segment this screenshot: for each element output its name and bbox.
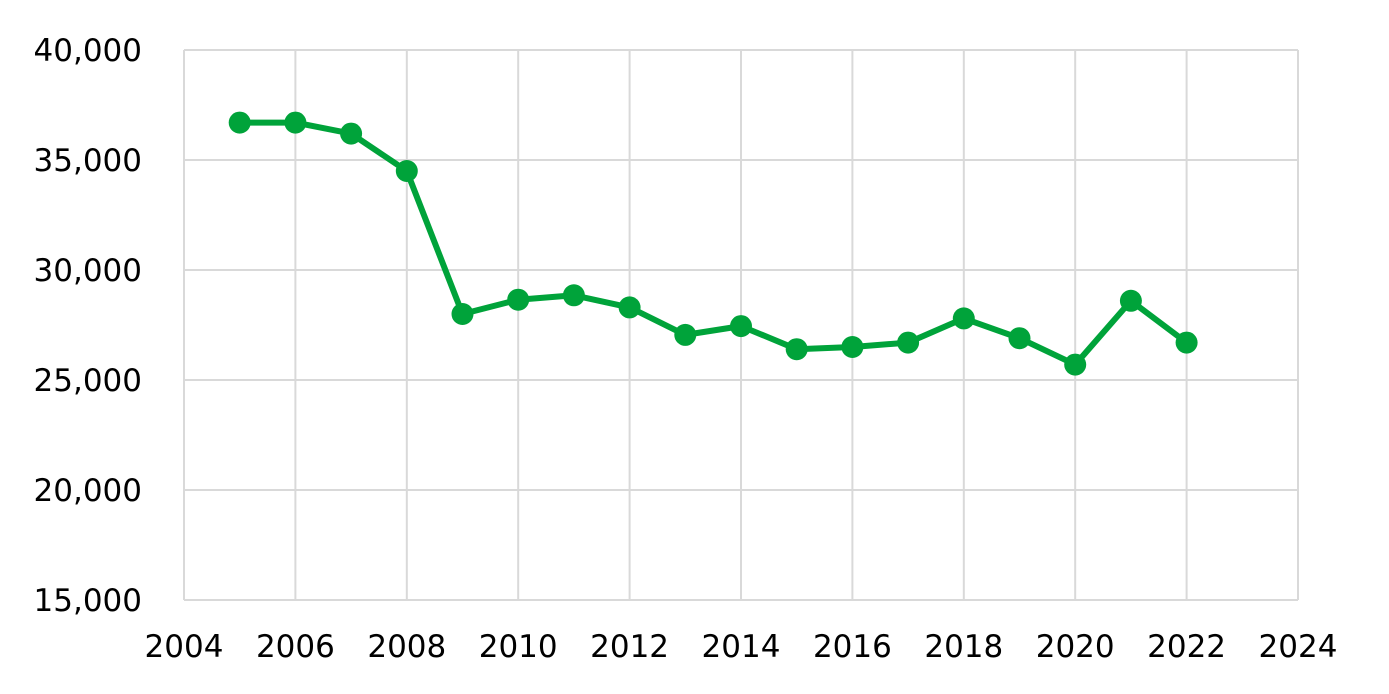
x-tick-label: 2008: [367, 629, 446, 665]
x-axis-tick-labels: 2004 2006 2008 2010 2012 2014 2016 2018 2020 2022…: [145, 629, 1338, 665]
chart-axes: [183, 50, 1298, 601]
series-line: [236, 119, 1190, 368]
x-tick-label: 2004: [145, 629, 224, 665]
y-tick-label: 15,000: [34, 583, 142, 619]
data-point: [841, 336, 864, 358]
y-tick-label: 35,000: [34, 143, 142, 179]
data-point: [897, 331, 920, 354]
y-tick-label: 30,000: [34, 253, 142, 289]
series-group: [228, 111, 1198, 376]
x-tick-label: 2024: [1259, 629, 1338, 665]
data-point: [451, 303, 474, 325]
data-point: [952, 307, 975, 330]
data-point: [730, 315, 752, 338]
y-tick-label: 25,000: [34, 363, 142, 399]
data-point: [1064, 353, 1087, 376]
y-axis-tick-labels: 15,000 20,000 25,000 30,000 35,000 40,000: [34, 33, 142, 619]
y-tick-label: 20,000: [34, 473, 142, 509]
data-point: [1119, 289, 1142, 312]
data-point: [395, 160, 418, 182]
data-point: [562, 284, 585, 307]
vertical-gridlines: [294, 50, 1299, 600]
data-point: [284, 111, 307, 134]
data-point: [618, 296, 641, 319]
data-point: [507, 288, 530, 311]
data-point: [785, 338, 808, 361]
x-tick-label: 2016: [813, 629, 892, 665]
x-tick-label: 2012: [590, 629, 669, 665]
x-tick-label: 2018: [924, 629, 1003, 665]
data-point: [1008, 327, 1031, 350]
data-point: [1175, 331, 1198, 354]
x-tick-label: 2014: [702, 629, 781, 665]
y-tick-label: 40,000: [34, 33, 142, 69]
data-point: [228, 111, 251, 134]
x-tick-label: 2006: [256, 629, 335, 665]
x-tick-label: 2010: [479, 629, 558, 665]
data-point: [674, 323, 697, 346]
x-tick-label: 2022: [1147, 629, 1226, 665]
x-tick-label: 2020: [1036, 629, 1115, 665]
data-point: [340, 122, 363, 145]
